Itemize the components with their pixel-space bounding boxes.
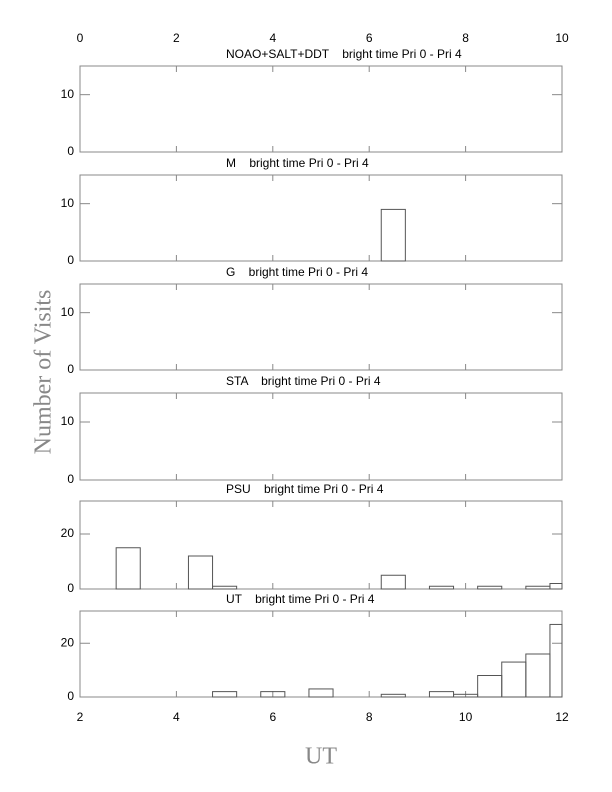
y-tick-label: 10	[61, 196, 75, 210]
plot-frame	[79, 65, 563, 153]
histogram-bar	[187, 555, 214, 590]
panel-title: STA bright time Pri 0 - Pri 4	[226, 374, 381, 388]
x-tick-label: 2	[77, 710, 84, 724]
histogram-bar	[477, 585, 503, 590]
x-tick-label: 12	[555, 710, 569, 724]
panel-title: NOAO+SALT+DDT bright time Pri 0 - Pri 4	[226, 47, 462, 61]
x2-tick-label: 10	[555, 31, 569, 45]
x-axis-label: UT	[305, 744, 337, 770]
histogram-bar	[525, 585, 551, 590]
histogram-bar	[428, 585, 455, 590]
histogram-bar	[212, 691, 238, 698]
panel-title: G bright time Pri 0 - Pri 4	[226, 265, 368, 279]
histogram-bar	[212, 585, 238, 590]
x2-tick-label: 6	[366, 31, 373, 45]
y-tick-label: 0	[67, 581, 74, 595]
y-tick-label: 20	[61, 526, 75, 540]
y-tick-label: 0	[67, 144, 74, 158]
histogram-bar	[549, 623, 563, 698]
plot-frame	[79, 283, 563, 371]
histogram-bar	[428, 691, 455, 698]
y-tick-label: 0	[67, 689, 74, 703]
y-tick-label: 10	[61, 87, 75, 101]
histogram-bar	[380, 208, 406, 262]
histogram-bar	[549, 583, 563, 590]
panel-title: PSU bright time Pri 0 - Pri 4	[226, 482, 384, 496]
x2-tick-label: 4	[269, 31, 276, 45]
histogram-bar	[525, 653, 551, 698]
panel-title: M bright time Pri 0 - Pri 4	[226, 156, 369, 170]
histogram-bar	[260, 691, 286, 698]
y-tick-label: 0	[67, 362, 74, 376]
x2-tick-label: 0	[77, 31, 84, 45]
histogram-bar	[380, 693, 406, 698]
y-tick-label: 0	[67, 253, 74, 267]
y-tick-label: 10	[61, 414, 75, 428]
plot-frame	[79, 392, 563, 481]
plot-frame	[79, 500, 563, 590]
histogram-bar	[501, 661, 527, 698]
histogram-bar	[115, 547, 141, 590]
x-tick-label: 10	[459, 710, 473, 724]
x-tick-label: 8	[366, 710, 373, 724]
y-axis-label: Number of Visits	[31, 290, 57, 455]
plot-frame	[79, 610, 563, 698]
histogram-bar	[477, 675, 503, 698]
plot-frame	[79, 174, 563, 262]
histogram-bar	[380, 574, 406, 590]
y-tick-label: 0	[67, 472, 74, 486]
histogram-bar	[308, 688, 334, 698]
x2-tick-label: 2	[173, 31, 180, 45]
y-tick-label: 10	[61, 305, 75, 319]
x-tick-label: 4	[173, 710, 180, 724]
x-tick-label: 6	[269, 710, 276, 724]
panel-title: UT bright time Pri 0 - Pri 4	[226, 592, 375, 606]
x2-tick-label: 8	[462, 31, 469, 45]
y-tick-label: 20	[61, 635, 75, 649]
